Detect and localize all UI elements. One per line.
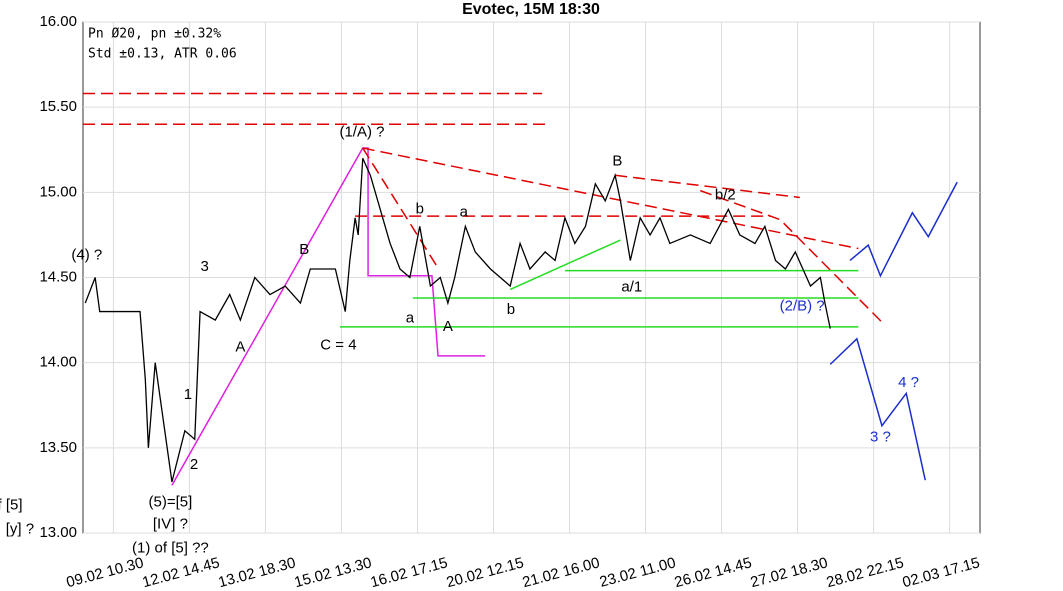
x-tick-label: 23.02 11.00 (598, 554, 678, 591)
x-tick-label: 28.02 22.15 (825, 554, 906, 591)
annotation: A (443, 318, 453, 335)
annotation: C = 4 (320, 337, 356, 354)
annotation-line (509, 239, 621, 291)
y-tick-label: 14.50 (39, 268, 77, 285)
annotation: (5)=[5] (149, 493, 193, 510)
annotation: [IV] ? (153, 515, 188, 532)
x-tick-label: 21.02 16.00 (521, 554, 602, 591)
annotation: B (612, 153, 622, 170)
annotation: f [5] (0, 497, 23, 514)
annotation: (2/B) ? (780, 297, 825, 314)
annotation: a/1 (621, 279, 642, 296)
info-text: Std ±0.13, ATR 0.06 (88, 47, 237, 62)
annotation: a (406, 309, 415, 326)
x-tick-label: 02.03 17.15 (901, 554, 982, 591)
price-line (84, 158, 831, 483)
annotation: [y] ? (6, 521, 34, 538)
annotation: (1) of [5] ?? (132, 539, 209, 556)
annotation: 1 (184, 386, 192, 403)
x-tick-label: 26.02 14.45 (673, 554, 754, 591)
x-tick-label: 09.02 10.30 (65, 554, 146, 591)
annotation: 3 ? (870, 429, 891, 446)
y-tick-label: 16.00 (39, 13, 77, 30)
annotation-line (615, 174, 800, 199)
annotation-line (849, 181, 958, 278)
chart-title: Evotec, 15M 18:30 (462, 1, 600, 18)
annotation-line (700, 189, 886, 326)
x-tick-label: 20.02 12.15 (445, 554, 526, 591)
annotation: 2 (190, 456, 198, 473)
annotation-line (362, 147, 859, 250)
y-tick-label: 15.50 (39, 98, 77, 115)
annotation: a (460, 204, 469, 221)
x-tick-label: 13.02 18.30 (217, 554, 298, 591)
y-tick-label: 13.00 (39, 524, 77, 541)
x-tick-label: 16.02 17.15 (369, 554, 450, 591)
info-text: Pn Ø20, pn ±0.32% (88, 27, 221, 42)
annotation: b (416, 200, 424, 217)
annotation: B (299, 241, 309, 258)
annotation-line (829, 337, 927, 481)
x-tick-label: 27.02 18.30 (749, 554, 830, 591)
annotation: 4 ? (898, 374, 919, 391)
annotation: b (507, 301, 515, 318)
annotation: 3 (200, 258, 208, 275)
annotation: b/2 (715, 187, 736, 204)
y-tick-label: 15.00 (39, 183, 77, 200)
y-tick-label: 13.50 (39, 439, 77, 456)
y-tick-label: 14.00 (39, 354, 77, 371)
annotation: (1/A) ? (339, 124, 384, 141)
x-tick-label: 15.02 13.30 (293, 554, 374, 591)
annotation-line (362, 147, 438, 266)
annotation: A (235, 338, 245, 355)
annotation: (4) ? (71, 246, 102, 263)
x-tick-label: 12.02 14.45 (141, 554, 222, 591)
